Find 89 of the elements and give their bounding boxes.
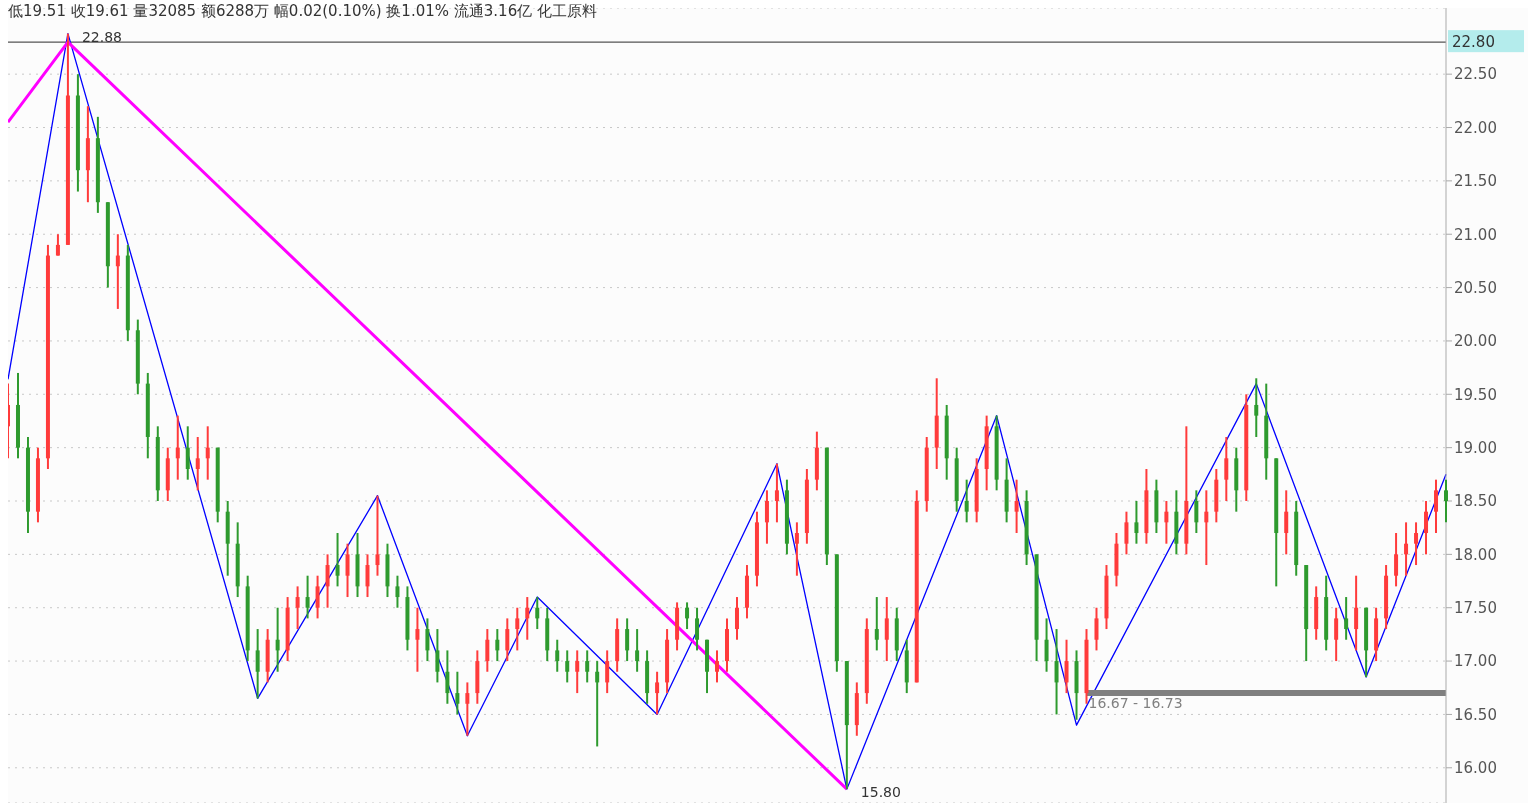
candlestick <box>315 574 320 620</box>
candlestick <box>465 681 470 737</box>
candlestick <box>1284 489 1289 556</box>
candlestick <box>535 596 540 631</box>
candlestick <box>365 553 370 599</box>
series-label: 16.67 - 16.73 <box>1088 695 1183 712</box>
candlestick <box>1164 500 1169 545</box>
y-tick-label: 16.50 <box>1454 705 1497 724</box>
candlestick <box>375 494 380 577</box>
y-tick-label: 19.50 <box>1454 385 1497 404</box>
y-tick-label: 20.00 <box>1454 332 1497 351</box>
candlestick <box>295 585 300 631</box>
candlestick <box>1054 628 1059 716</box>
candlestick <box>1204 489 1209 567</box>
candlestick <box>185 425 190 481</box>
y-tick-label: 16.00 <box>1454 759 1497 778</box>
candlestick <box>1014 478 1019 535</box>
candlestick <box>1404 521 1409 577</box>
candlestick <box>275 606 280 673</box>
candlestick <box>1134 500 1139 545</box>
candlestick <box>884 596 889 663</box>
candlestick <box>555 638 560 673</box>
candlestick <box>1194 489 1199 535</box>
candlestick <box>1394 532 1399 588</box>
candlestick <box>425 617 430 663</box>
candlestick <box>794 521 799 577</box>
y-tick-label: 21.50 <box>1454 172 1497 191</box>
candlestick <box>1444 478 1448 524</box>
candlestick <box>635 628 640 673</box>
y-tick-label: 18.00 <box>1454 545 1497 564</box>
candlestick <box>175 414 180 481</box>
y-tick-label: 19.00 <box>1454 438 1497 457</box>
candlestick <box>335 532 340 588</box>
candlestick <box>1414 521 1419 567</box>
candlestick <box>325 553 330 609</box>
candlestick <box>605 649 610 695</box>
y-tick-label: 22.50 <box>1454 65 1497 84</box>
candlestick <box>715 649 720 684</box>
candlestick <box>655 670 660 716</box>
candlestick <box>1354 574 1359 652</box>
y-tick-label: 17.50 <box>1454 599 1497 618</box>
candlestick <box>685 601 690 631</box>
y-tick-label: 20.50 <box>1454 278 1497 297</box>
candlestick <box>495 628 500 663</box>
candlestick <box>205 425 210 481</box>
candlestick <box>115 233 120 310</box>
candlestick <box>255 628 260 700</box>
candlestick <box>1344 596 1349 641</box>
y-tick-label: 17.00 <box>1454 652 1497 671</box>
candlestick <box>195 435 200 492</box>
candlestick <box>1434 478 1439 535</box>
candlestick <box>1224 435 1229 503</box>
candlestick <box>505 617 510 663</box>
candlestick <box>575 649 580 695</box>
y-tick-label: 22.00 <box>1454 118 1497 137</box>
candlestick <box>1064 638 1069 695</box>
y-tick-label: 21.00 <box>1454 225 1497 244</box>
candlestick <box>695 606 700 652</box>
data-label: 15.80 <box>860 784 901 801</box>
candlestick <box>1254 377 1259 438</box>
candlestick <box>1094 606 1099 652</box>
candlestick <box>515 606 520 652</box>
candlestick <box>1334 606 1339 663</box>
candlestick <box>1044 617 1049 673</box>
candlestick <box>1124 510 1129 556</box>
candlestick <box>455 670 460 716</box>
candlestick <box>485 628 490 673</box>
candlestick <box>625 617 630 663</box>
y-tick-label: 18.50 <box>1454 492 1497 511</box>
ref-line-label: 22.80 <box>1452 33 1495 52</box>
candlestick <box>395 574 400 609</box>
candlestick <box>435 628 440 684</box>
candlestick <box>525 596 530 641</box>
candlestick <box>585 649 590 684</box>
candlestick <box>964 478 969 524</box>
candlestick <box>55 233 60 257</box>
candlestick <box>734 596 739 641</box>
candlestick <box>774 462 779 524</box>
candlestick <box>345 542 350 599</box>
candlestick <box>565 649 570 684</box>
candlestick <box>305 574 310 620</box>
chart-title: 低19.51 收19.61 量32085 额6288万 幅0.02(0.10%) 换1.01% 流通3.16亿 化工原料 <box>8 2 597 21</box>
data-label: 22.88 <box>81 28 123 45</box>
candlestick <box>595 660 600 748</box>
candlestick <box>764 489 769 545</box>
candlestick <box>1424 500 1429 556</box>
candlestick <box>415 606 420 673</box>
candlestick <box>445 649 450 705</box>
candlestick <box>874 596 879 652</box>
